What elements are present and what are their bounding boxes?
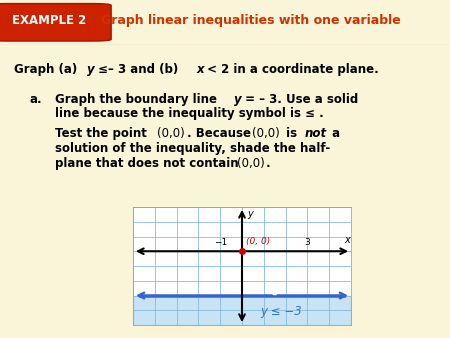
Text: EXAMPLE 2: EXAMPLE 2 <box>12 14 86 27</box>
Text: plane that does not contain: plane that does not contain <box>55 158 243 170</box>
Text: .: . <box>266 158 270 170</box>
Text: Test the point: Test the point <box>55 127 151 141</box>
Text: line because the inequality symbol is ≤ .: line because the inequality symbol is ≤ … <box>55 107 324 120</box>
Text: ≤– 3 and (b): ≤– 3 and (b) <box>94 63 182 76</box>
Text: a.: a. <box>30 93 43 105</box>
Text: (0,0): (0,0) <box>252 127 280 141</box>
FancyBboxPatch shape <box>0 4 111 41</box>
Text: x: x <box>196 63 203 76</box>
Text: (0,0): (0,0) <box>157 127 185 141</box>
Text: solution of the inequality, shade the half-: solution of the inequality, shade the ha… <box>55 142 330 155</box>
Text: < 2 in a coordinate plane.: < 2 in a coordinate plane. <box>203 63 379 76</box>
Text: is: is <box>282 127 301 141</box>
Text: y: y <box>234 93 242 105</box>
Text: (0,0): (0,0) <box>237 158 265 170</box>
Text: Graph linear inequalities with one variable: Graph linear inequalities with one varia… <box>101 14 401 27</box>
Text: = – 3. Use a solid: = – 3. Use a solid <box>241 93 358 105</box>
Text: Graph the boundary line: Graph the boundary line <box>55 93 221 105</box>
Text: . Because: . Because <box>187 127 255 141</box>
Text: not: not <box>305 127 327 141</box>
Text: y: y <box>87 63 94 76</box>
Text: Graph (a): Graph (a) <box>14 63 81 76</box>
Text: −1: −1 <box>214 238 227 247</box>
Text: (0, 0): (0, 0) <box>246 237 270 246</box>
Text: 3: 3 <box>305 238 310 247</box>
Text: a: a <box>328 127 340 141</box>
Text: y: y <box>248 209 253 219</box>
Text: x: x <box>344 235 350 245</box>
Text: y ≤ −3: y ≤ −3 <box>261 305 302 318</box>
